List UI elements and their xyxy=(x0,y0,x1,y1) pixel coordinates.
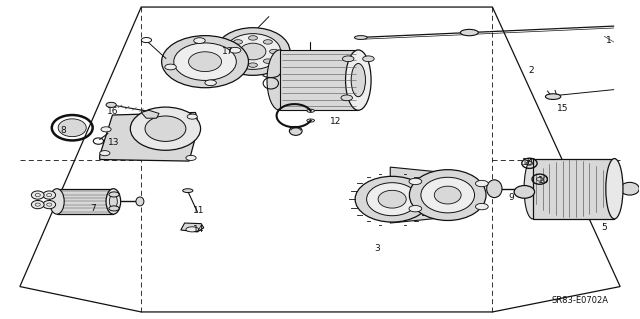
Ellipse shape xyxy=(363,56,374,62)
Ellipse shape xyxy=(31,200,44,209)
Polygon shape xyxy=(141,110,159,118)
Ellipse shape xyxy=(49,189,64,214)
Ellipse shape xyxy=(131,107,200,150)
Text: 16: 16 xyxy=(107,108,118,116)
Ellipse shape xyxy=(194,38,205,43)
Text: 13: 13 xyxy=(108,137,120,146)
Ellipse shape xyxy=(205,80,216,85)
Polygon shape xyxy=(57,189,113,214)
Text: 15: 15 xyxy=(557,104,568,113)
Text: 2: 2 xyxy=(528,66,534,75)
Ellipse shape xyxy=(620,182,639,195)
Ellipse shape xyxy=(100,151,110,156)
Text: 5: 5 xyxy=(602,223,607,232)
Ellipse shape xyxy=(269,49,278,54)
Ellipse shape xyxy=(136,197,144,206)
Polygon shape xyxy=(280,50,358,110)
Ellipse shape xyxy=(216,28,290,75)
Ellipse shape xyxy=(524,159,541,219)
Ellipse shape xyxy=(545,94,561,100)
Polygon shape xyxy=(100,113,198,161)
Ellipse shape xyxy=(435,186,461,204)
Text: 10: 10 xyxy=(538,176,549,185)
Ellipse shape xyxy=(43,191,56,199)
Ellipse shape xyxy=(106,102,116,108)
Ellipse shape xyxy=(186,155,196,160)
Ellipse shape xyxy=(58,119,86,137)
Text: 9: 9 xyxy=(509,193,515,202)
Ellipse shape xyxy=(409,178,422,185)
Text: 14: 14 xyxy=(193,225,204,234)
Text: 11: 11 xyxy=(193,206,204,215)
Ellipse shape xyxy=(189,52,221,71)
Ellipse shape xyxy=(378,190,406,208)
Ellipse shape xyxy=(307,109,314,112)
Ellipse shape xyxy=(145,116,186,141)
Ellipse shape xyxy=(234,59,243,63)
Ellipse shape xyxy=(264,40,273,44)
Ellipse shape xyxy=(174,43,236,80)
Ellipse shape xyxy=(461,195,483,211)
Text: 8: 8 xyxy=(60,126,66,135)
Ellipse shape xyxy=(43,200,56,209)
Polygon shape xyxy=(532,159,614,219)
Ellipse shape xyxy=(165,64,176,70)
Ellipse shape xyxy=(31,191,44,199)
Ellipse shape xyxy=(341,95,353,101)
Ellipse shape xyxy=(346,50,371,110)
Text: SR83-E0702A: SR83-E0702A xyxy=(552,296,609,305)
Ellipse shape xyxy=(106,189,121,214)
Ellipse shape xyxy=(410,170,486,220)
Ellipse shape xyxy=(486,180,502,197)
Ellipse shape xyxy=(101,127,111,132)
Ellipse shape xyxy=(229,48,241,53)
Ellipse shape xyxy=(267,50,292,110)
Ellipse shape xyxy=(109,195,117,208)
Ellipse shape xyxy=(409,205,422,212)
Text: 1: 1 xyxy=(607,36,612,45)
Ellipse shape xyxy=(109,192,119,197)
Text: 3: 3 xyxy=(374,244,380,253)
Text: 17: 17 xyxy=(221,47,233,56)
Ellipse shape xyxy=(225,33,281,69)
Polygon shape xyxy=(390,167,442,223)
Ellipse shape xyxy=(476,204,488,210)
Ellipse shape xyxy=(187,114,197,119)
Ellipse shape xyxy=(109,206,119,211)
Text: 12: 12 xyxy=(330,117,342,126)
Ellipse shape xyxy=(307,119,314,122)
Ellipse shape xyxy=(182,189,193,193)
Ellipse shape xyxy=(460,29,478,36)
Text: 10: 10 xyxy=(522,158,533,167)
Ellipse shape xyxy=(162,36,248,88)
Ellipse shape xyxy=(421,177,474,213)
Ellipse shape xyxy=(606,159,623,219)
Ellipse shape xyxy=(248,36,257,40)
Ellipse shape xyxy=(367,183,418,216)
Ellipse shape xyxy=(186,227,198,232)
Ellipse shape xyxy=(351,63,365,97)
Ellipse shape xyxy=(240,43,266,60)
Ellipse shape xyxy=(289,126,302,135)
Ellipse shape xyxy=(342,56,354,62)
Ellipse shape xyxy=(355,36,367,40)
Text: 7: 7 xyxy=(90,204,96,213)
Ellipse shape xyxy=(514,186,534,198)
Ellipse shape xyxy=(264,59,273,63)
Ellipse shape xyxy=(355,176,429,222)
Ellipse shape xyxy=(234,40,243,44)
Ellipse shape xyxy=(248,63,257,67)
Polygon shape xyxy=(180,223,204,232)
Ellipse shape xyxy=(476,180,488,187)
Ellipse shape xyxy=(227,49,236,54)
